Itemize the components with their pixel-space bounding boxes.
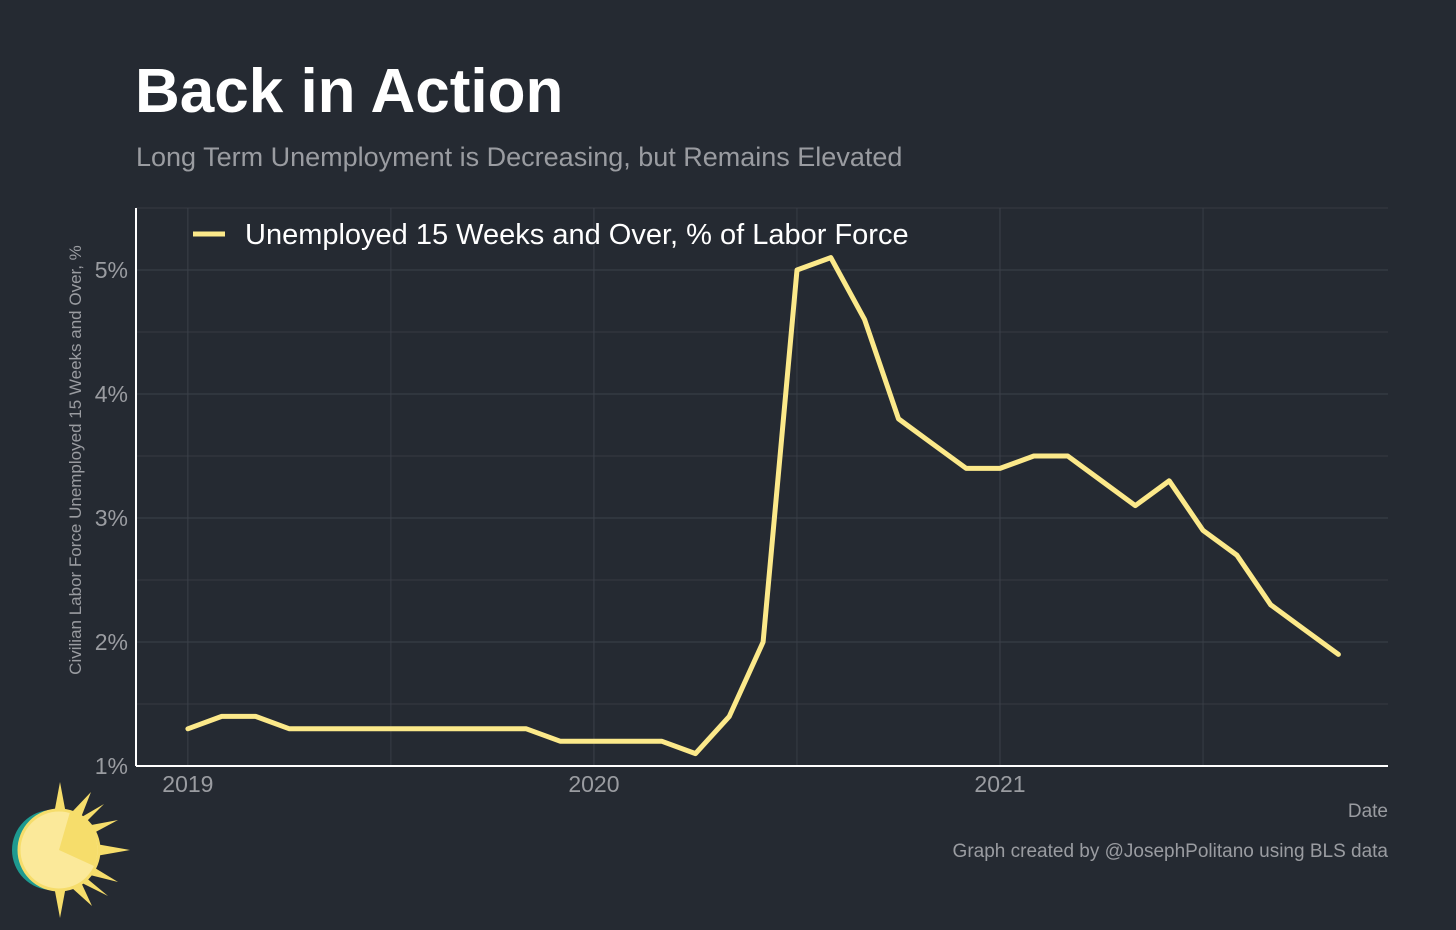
y-tick-label: 2% (95, 629, 128, 655)
x-tick-label: 2019 (162, 771, 213, 797)
axis-layer: 1% 2% 3% 4% 5% 2019 2020 2021 (95, 208, 1388, 797)
legend-label: Unemployed 15 Weeks and Over, % of Labor… (245, 219, 909, 251)
y-axis-label: Civilian Labor Force Unemployed 15 Weeks… (66, 245, 85, 675)
series-layer (185, 255, 1341, 757)
legend: Unemployed 15 Weeks and Over, % of Labor… (193, 219, 909, 251)
grid-layer (136, 207, 1388, 767)
chart-subtitle: Long Term Unemployment is Decreasing, bu… (136, 142, 903, 172)
series-line (185, 255, 1341, 757)
chart-title: Back in Action (135, 57, 564, 126)
x-tick-label: 2020 (568, 771, 619, 797)
y-tick-label: 1% (95, 753, 128, 779)
sun-icon (12, 782, 130, 918)
x-axis-label: Date (1348, 801, 1388, 822)
source-caption: Graph created by @JosephPolitano using B… (952, 841, 1388, 862)
y-tick-label: 4% (95, 381, 128, 407)
x-tick-label: 2021 (974, 771, 1025, 797)
y-tick-label: 3% (95, 505, 128, 531)
y-tick-label: 5% (95, 257, 128, 283)
